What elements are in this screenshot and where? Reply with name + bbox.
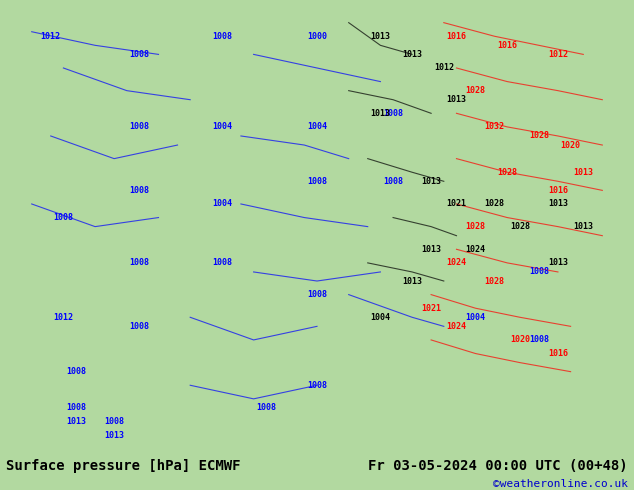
Text: 1021: 1021 [446,199,467,208]
Text: 1020: 1020 [510,336,530,344]
Text: 1028: 1028 [484,199,505,208]
Text: 1016: 1016 [497,41,517,50]
Text: 1012: 1012 [41,32,61,41]
Text: 1021: 1021 [421,304,441,313]
Text: 1008: 1008 [307,381,327,390]
Text: 1012: 1012 [548,50,568,59]
Text: 1008: 1008 [129,122,150,131]
Text: 1008: 1008 [104,417,124,426]
Text: 1008: 1008 [212,32,232,41]
Text: 1028: 1028 [529,131,549,141]
Text: 1008: 1008 [383,177,403,186]
Text: 1008: 1008 [383,109,403,118]
Text: 1008: 1008 [529,336,549,344]
Text: 1008: 1008 [129,258,150,268]
Text: 1024: 1024 [446,322,467,331]
Text: 1008: 1008 [307,290,327,299]
Text: 1016: 1016 [446,32,467,41]
Text: 1016: 1016 [548,349,568,358]
Text: 1013: 1013 [421,177,441,186]
Text: 1013: 1013 [402,50,422,59]
Text: 1008: 1008 [53,213,74,222]
Text: 1008: 1008 [256,403,276,413]
Text: 1028: 1028 [484,276,505,286]
Text: 1013: 1013 [421,245,441,254]
Text: 1016: 1016 [548,186,568,195]
Text: 1008: 1008 [129,322,150,331]
Text: 1013: 1013 [446,95,467,104]
Text: 1013: 1013 [573,222,593,231]
Text: 1024: 1024 [446,258,467,268]
Text: 1004: 1004 [307,122,327,131]
Text: 1012: 1012 [53,313,74,322]
Text: 1008: 1008 [529,268,549,276]
Text: 1013: 1013 [573,168,593,177]
Text: 1013: 1013 [370,32,391,41]
Text: 1013: 1013 [104,431,124,440]
Text: 1020: 1020 [560,141,581,149]
Text: 1008: 1008 [66,367,86,376]
Text: 1013: 1013 [66,417,86,426]
Text: 1013: 1013 [548,199,568,208]
Text: 1004: 1004 [212,122,232,131]
Text: 1004: 1004 [370,313,391,322]
Text: Surface pressure [hPa] ECMWF: Surface pressure [hPa] ECMWF [6,459,241,473]
Text: 1004: 1004 [212,199,232,208]
Text: 1008: 1008 [307,177,327,186]
Text: 1028: 1028 [510,222,530,231]
Text: 1013: 1013 [402,276,422,286]
Text: 1004: 1004 [465,313,486,322]
Text: 1012: 1012 [434,64,454,73]
Text: 1028: 1028 [465,86,486,95]
Text: 1008: 1008 [66,403,86,413]
Text: 1013: 1013 [370,109,391,118]
Text: 1008: 1008 [212,258,232,268]
Text: ©weatheronline.co.uk: ©weatheronline.co.uk [493,480,628,490]
Text: 1013: 1013 [548,258,568,268]
Text: 1024: 1024 [465,245,486,254]
Text: 1000: 1000 [307,32,327,41]
Text: 1008: 1008 [129,186,150,195]
Text: 1028: 1028 [497,168,517,177]
Text: 1008: 1008 [129,50,150,59]
Text: Fr 03-05-2024 00:00 UTC (00+48): Fr 03-05-2024 00:00 UTC (00+48) [368,459,628,473]
Text: 1028: 1028 [465,222,486,231]
Text: 1032: 1032 [484,122,505,131]
